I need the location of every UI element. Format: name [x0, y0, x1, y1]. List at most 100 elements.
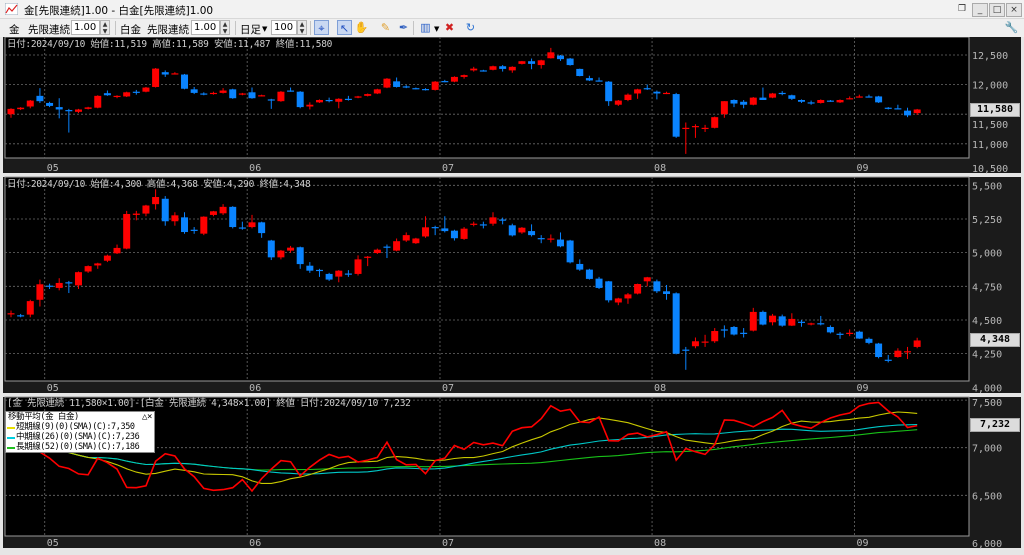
pencil-icon[interactable]: ✎ — [380, 21, 391, 34]
candle-body — [807, 102, 815, 104]
candle-body — [817, 323, 825, 325]
candle-body — [778, 316, 786, 326]
delete-icon[interactable]: ✖ — [444, 21, 455, 34]
spread-header: [金 先限連続 11,580×1.00]-[白金 先限連続 4,348×1.00… — [7, 398, 411, 409]
candle-body — [422, 89, 430, 91]
spread-current-value: 7,232 — [970, 418, 1020, 432]
bar-count-input[interactable]: 100 — [271, 20, 297, 35]
platinum-current-price: 4,348 — [970, 333, 1020, 347]
candle-body — [711, 117, 719, 128]
candle-body — [769, 93, 777, 98]
symbol1-label[interactable]: 金 — [9, 24, 20, 36]
candle-body — [778, 92, 786, 95]
close-icon[interactable]: × — [1006, 3, 1022, 17]
candle-body — [614, 100, 622, 105]
candle-body — [826, 100, 834, 102]
pointer-icon[interactable]: ↖ — [337, 20, 352, 35]
wrench-icon[interactable]: 🔧 — [1004, 21, 1019, 34]
y-tick-label: 7,000 — [972, 444, 1002, 455]
y-tick-label: 5,500 — [972, 181, 1002, 192]
candle-body — [84, 266, 92, 272]
candle-body — [412, 88, 420, 90]
candle-body — [441, 81, 449, 83]
y-tick-label: 10,500 — [972, 164, 1008, 175]
candle-body — [74, 272, 82, 286]
y-tick-label: 5,000 — [972, 249, 1002, 260]
x-tick-label: 05 — [47, 163, 59, 174]
bar-chart-icon[interactable]: ▥ — [420, 21, 431, 34]
candle-body — [817, 99, 825, 103]
candle-body — [479, 224, 487, 226]
panel-2: 7,500 7,000 6,500 6,000 05 06 07 08 09 — [3, 396, 1021, 550]
legend-controls[interactable]: △× — [141, 412, 152, 422]
candle-body — [296, 91, 304, 108]
candle-body — [103, 255, 111, 261]
bar-count-stepper[interactable]: ▲ ▼ — [297, 20, 307, 35]
chevron-down-icon[interactable]: ▼ — [434, 25, 440, 33]
candle-body — [26, 301, 34, 315]
candle-body — [595, 278, 603, 288]
candle-body — [190, 229, 198, 231]
y-tick-label: 4,000 — [972, 383, 1002, 394]
long-ma-swatch — [7, 447, 15, 449]
line-pen-icon[interactable]: ✒ — [398, 21, 409, 34]
mid-ma-label: 中期線(26)(0)(SMA)(C):7,236 — [16, 432, 140, 442]
candle-body — [788, 318, 796, 326]
candle-body — [894, 350, 902, 358]
candle-body — [855, 331, 863, 339]
candle-body — [296, 247, 304, 265]
contract2-label[interactable]: 先限連続 — [147, 24, 189, 36]
candle-body — [797, 99, 805, 102]
period-select[interactable]: 日足 — [240, 24, 261, 36]
multiplier2-input[interactable]: 1.00 — [191, 20, 220, 35]
candle-body — [576, 263, 584, 270]
maximize-icon[interactable]: □ — [989, 3, 1005, 17]
candle-body — [518, 227, 526, 233]
contract1-label[interactable]: 先限連続 — [28, 24, 70, 36]
candle-body — [576, 68, 584, 77]
divider — [115, 21, 116, 35]
candle-body — [479, 70, 487, 72]
refresh-icon[interactable]: ↻ — [465, 21, 476, 34]
candle-body — [94, 263, 102, 266]
candle-body — [364, 256, 372, 258]
candle-body — [229, 206, 237, 228]
symbol2-label[interactable]: 白金 — [120, 24, 141, 36]
chevron-down-icon[interactable]: ▼ — [262, 25, 268, 33]
candle-body — [103, 93, 111, 96]
candle-body — [431, 227, 439, 229]
gold-ohlc-header: 日付:2024/09/10 始値:11,519 高値:11,589 安値:11,… — [7, 39, 333, 50]
candle-body — [528, 61, 536, 64]
multiplier2-stepper[interactable]: ▲ ▼ — [220, 20, 230, 35]
candle-body — [412, 238, 420, 244]
candle-body — [614, 298, 622, 303]
candle-body — [55, 282, 63, 288]
toolbar: 金 先限連続 1.00 ▲ ▼ 白金 先限連続 1.00 ▲ ▼ 日足 ▼ 100 … — [0, 19, 1024, 37]
y-tick-label: 6,000 — [972, 539, 1002, 550]
candle-body — [325, 99, 333, 102]
candle-body — [672, 293, 680, 354]
x-tick-label: 06 — [249, 163, 261, 174]
candle-body — [566, 58, 574, 66]
crosshair-icon[interactable]: ⌖ — [314, 20, 329, 35]
minimize-icon[interactable]: _ — [972, 3, 988, 17]
candle-body — [643, 88, 651, 90]
candle-body — [788, 95, 796, 99]
multiplier1-input[interactable]: 1.00 — [71, 20, 100, 35]
candle-body — [875, 96, 883, 103]
hand-icon[interactable]: ✋ — [354, 21, 369, 34]
legend-short-ma: 短期線(9)(0)(SMA)(C):7,350 — [6, 422, 154, 432]
restore-icon[interactable]: ❐ — [957, 4, 967, 14]
candle-body — [65, 110, 73, 112]
candle-body — [643, 277, 651, 282]
candle-body — [682, 127, 690, 130]
candle-body — [585, 269, 593, 279]
candle-body — [152, 197, 160, 205]
ma-legend[interactable]: 移動平均(金 白金) △× 短期線(9)(0)(SMA)(C):7,350 中期… — [5, 411, 155, 453]
candle-body — [875, 343, 883, 358]
multiplier1-stepper[interactable]: ▲ ▼ — [100, 20, 110, 35]
candle-body — [26, 100, 34, 107]
candle-body — [200, 93, 208, 95]
candle-body — [653, 281, 661, 292]
